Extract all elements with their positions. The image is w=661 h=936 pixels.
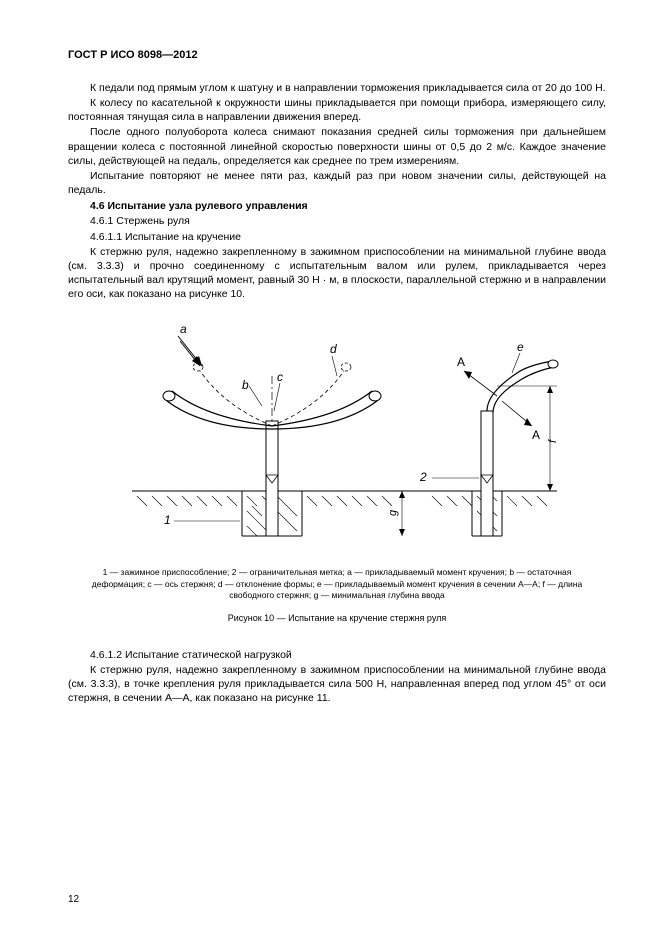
- subsection: 4.6.1.1 Испытание на кручение: [68, 230, 606, 244]
- figure-10: a b c d 1 g: [68, 311, 606, 624]
- paragraph: К стержню руля, надежно закрепленному в …: [68, 245, 606, 302]
- paragraph: К стержню руля, надежно закрепленному в …: [68, 663, 606, 706]
- label-b: b: [242, 378, 249, 392]
- label-g: g: [387, 509, 399, 516]
- figure-legend: 1 — зажимное приспособление; 2 — огранич…: [68, 567, 606, 601]
- label-2: 2: [419, 470, 427, 484]
- label-1: 1: [164, 513, 171, 527]
- label-f: f: [547, 439, 559, 443]
- label-A2: A: [532, 428, 540, 442]
- subsection: 4.6.1.2 Испытание статической нагрузкой: [68, 648, 606, 662]
- label-A1: A: [457, 355, 465, 369]
- section-title: 4.6 Испытание узла рулевого управления: [68, 199, 606, 213]
- label-c: c: [277, 370, 283, 384]
- label-d: d: [330, 342, 337, 356]
- subsection: 4.6.1 Стержень руля: [68, 214, 606, 228]
- page: ГОСТ Р ИСО 8098—2012 К педали под прямым…: [0, 0, 661, 936]
- figure-svg: a b c d 1 g: [102, 311, 572, 561]
- doc-header: ГОСТ Р ИСО 8098—2012: [68, 48, 606, 63]
- figure-caption: Рисунок 10 — Испытание на кручение стерж…: [68, 612, 606, 624]
- paragraph: Испытание повторяют не менее пяти раз, к…: [68, 169, 606, 197]
- label-a: a: [180, 322, 187, 336]
- fixture-left: [137, 491, 392, 536]
- page-number: 12: [68, 893, 79, 907]
- paragraph: После одного полуоборота колеса снимают …: [68, 125, 606, 168]
- paragraph: К колесу по касательной к окружности шин…: [68, 96, 606, 124]
- label-e: e: [517, 340, 524, 354]
- paragraph: К педали под прямым углом к шатуну и в н…: [68, 81, 606, 95]
